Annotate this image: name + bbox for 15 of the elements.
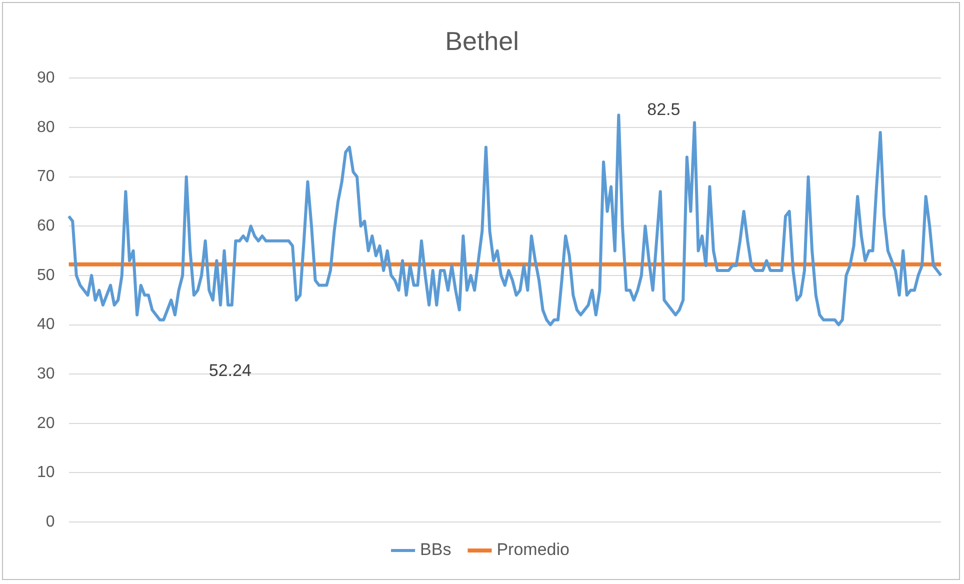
- y-tick-label: 50: [37, 266, 55, 284]
- y-tick-label: 90: [37, 70, 55, 87]
- annotation: 52.24: [208, 360, 252, 380]
- y-tick-label: 80: [37, 118, 55, 136]
- chart-title: Bethel: [445, 26, 519, 56]
- annotation: 82.5: [647, 100, 680, 119]
- y-tick-label: 30: [37, 365, 55, 382]
- legend-label: Promedio: [496, 540, 570, 560]
- y-tick-label: 60: [37, 218, 55, 235]
- y-tick-label: 20: [37, 414, 55, 432]
- y-tick-label: 10: [37, 464, 55, 482]
- y-tick-label: 40: [37, 316, 55, 334]
- y-tick-label: 0: [46, 513, 55, 530]
- legend-label: BBs: [420, 540, 452, 560]
- y-tick-label: 70: [37, 168, 55, 186]
